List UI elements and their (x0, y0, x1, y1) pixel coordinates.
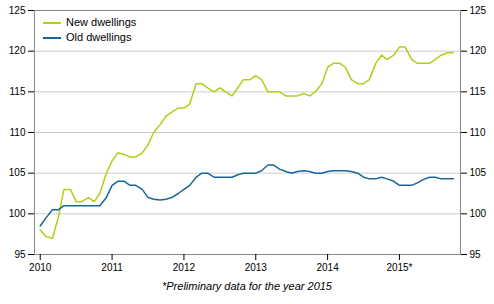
svg-text:95: 95 (14, 249, 26, 260)
svg-text:2012: 2012 (173, 262, 196, 273)
html-text:*Preliminary data for the year: *Preliminary data for the year 2015 (162, 280, 332, 292)
html-text:Old dwellings: Old dwellings (66, 31, 132, 43)
svg-text:110: 110 (10, 127, 26, 138)
svg-text:110: 110 (470, 127, 486, 138)
html-text:New dwellings: New dwellings (66, 16, 137, 28)
svg-text:2013: 2013 (245, 262, 268, 273)
svg-text:125: 125 (470, 5, 487, 16)
svg-text:2010: 2010 (29, 262, 52, 273)
svg-text:100: 100 (9, 208, 26, 219)
svg-text:120: 120 (9, 45, 26, 56)
svg-text:115: 115 (470, 86, 486, 97)
svg-text:2014: 2014 (316, 262, 339, 273)
svg-text:120: 120 (470, 45, 487, 56)
svg-text:105: 105 (470, 167, 487, 178)
svg-text:100: 100 (470, 208, 487, 219)
svg-text:105: 105 (9, 167, 26, 178)
svg-text:2011: 2011 (101, 262, 123, 273)
svg-text:2015*: 2015* (386, 262, 412, 273)
svg-text:115: 115 (10, 86, 26, 97)
svg-text:95: 95 (470, 249, 482, 260)
svg-text:125: 125 (9, 5, 26, 16)
